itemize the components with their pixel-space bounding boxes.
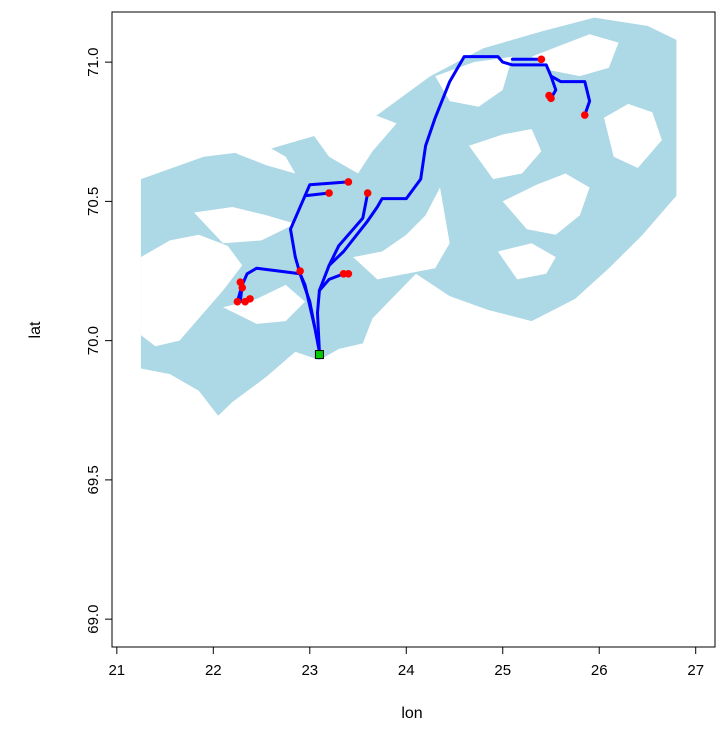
station-point-11 (537, 55, 546, 64)
x-axis: 21 22 23 24 25 26 27 (108, 646, 704, 679)
station-point-5 (296, 267, 304, 275)
origin-marker (314, 350, 324, 360)
station-layer (233, 55, 589, 306)
land-area-4 (223, 284, 305, 324)
x-tick-label: 26 (591, 662, 608, 679)
route-line-4 (327, 55, 592, 267)
x-tick-label: 23 (301, 662, 318, 679)
station-point-10 (246, 295, 254, 303)
origin-layer (314, 350, 324, 360)
station-point-2 (363, 189, 372, 197)
station-point-7 (238, 283, 247, 292)
land-area-9 (502, 173, 590, 235)
route-line-2 (316, 191, 370, 354)
route-line-7 (238, 266, 317, 329)
land-area-0 (213, 129, 296, 174)
y-tick-label: 69.5 (85, 465, 102, 494)
land-area-6 (435, 56, 513, 107)
land-area-1 (305, 109, 397, 174)
x-tick-label: 27 (687, 662, 704, 679)
x-axis-title: lon (401, 705, 422, 722)
x-tick-label: 25 (494, 662, 511, 679)
land-layer (140, 34, 662, 347)
land-area-8 (531, 34, 619, 77)
x-tick-label: 21 (108, 662, 125, 679)
station-point-14 (580, 111, 589, 119)
station-point-1 (344, 178, 353, 186)
land-area-5 (353, 187, 450, 280)
land-area-7 (469, 129, 542, 180)
route-line-1 (303, 180, 350, 198)
x-tick-label: 22 (205, 662, 222, 679)
land-area-3 (194, 207, 296, 244)
y-axis-title: lat (27, 321, 44, 338)
station-point-0 (325, 189, 333, 197)
y-axis: 69.0 69.5 70.0 70.5 71.0 (85, 48, 113, 634)
x-tick-label: 24 (398, 662, 415, 679)
y-tick-label: 70.5 (85, 187, 102, 216)
route-line-3 (317, 272, 346, 292)
y-tick-label: 69.0 (85, 605, 102, 634)
y-tick-label: 71.0 (85, 48, 102, 77)
land-area-11 (604, 103, 662, 168)
station-point-13 (545, 91, 553, 100)
station-point-4 (344, 269, 353, 278)
station-point-8 (233, 297, 242, 306)
land-area-10 (497, 243, 556, 280)
y-tick-label: 70.0 (85, 326, 102, 355)
land-area-2 (140, 234, 243, 347)
